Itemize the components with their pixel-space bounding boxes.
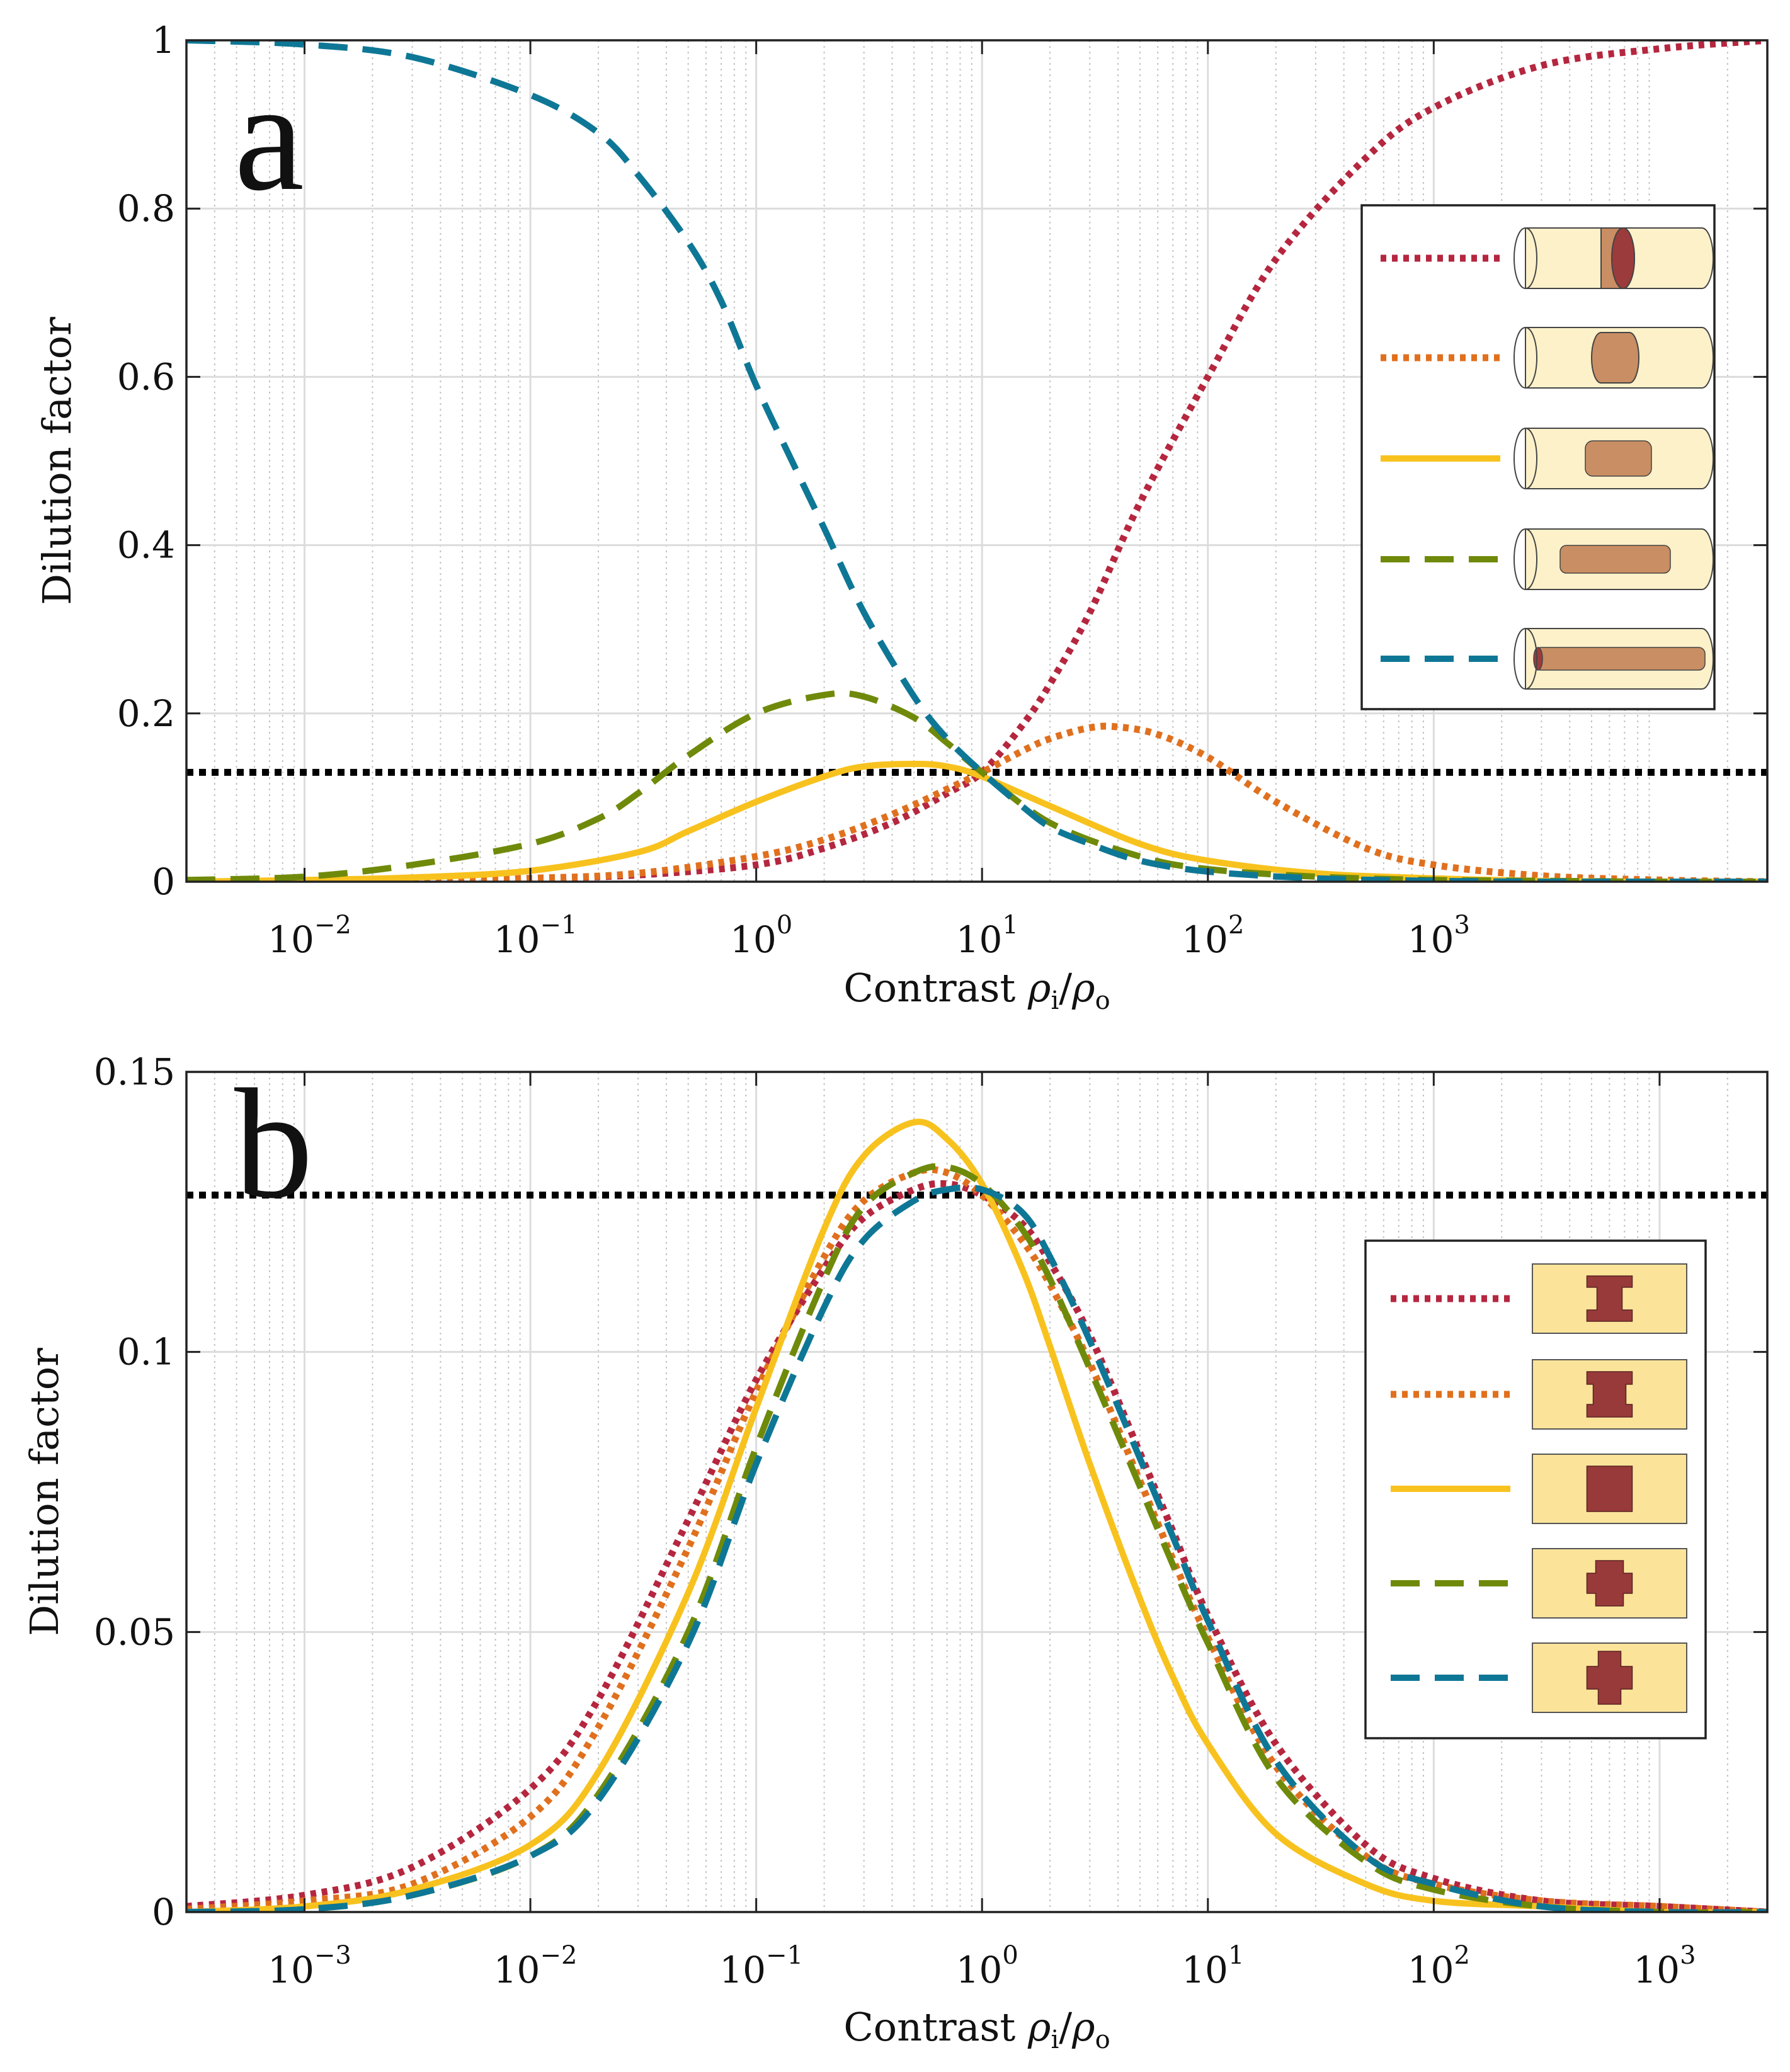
legend-cross-section-icon [1532,1642,1687,1713]
x-axis-label-a: Contrast ρi/ρo [843,965,1110,1015]
y-tick-label: 0.8 [117,187,175,230]
legend-cylinder-icon [1514,227,1714,289]
x-axis-label-b: Contrast ρi/ρo [843,2004,1110,2054]
x-tick-label: 101 [956,911,1018,961]
legend-b [1364,1239,1707,1739]
y-tick-label: 0.6 [117,355,175,398]
y-tick-label: 0 [152,1891,175,1933]
y-axis-label-a: Dilution factor [34,317,80,605]
panel-label-b: b [234,1057,313,1231]
plot-area-b [186,1119,1767,1912]
x-tick-label: 10−1 [494,911,578,961]
axes-box-a [185,39,1769,883]
series-line-teal [186,40,1767,882]
series-line-teal [186,1184,1767,1912]
x-tick-label: 100 [956,1941,1018,1991]
x-tick-label: 10−1 [719,1941,803,1991]
ticks-b: 10−3 10−2 10−1 100 101 102 103 0 0.05 0.1 0.15 [94,1050,1767,1991]
y-tick-label: 0.05 [94,1610,175,1653]
x-tick-label: 101 [1182,1941,1244,1991]
legend-cylinder-icon [1514,528,1714,590]
y-tick-label: 0.15 [94,1050,175,1093]
legend-cylinder-icon [1514,428,1714,489]
chart-panel-a: 10−2 10−1 100 101 102 103 0 0.2 0.4 0.6 0.8 1 Contr… [34,19,1769,1015]
series-line-crimson [186,40,1767,882]
y-tick-label: 1 [152,19,175,62]
legend-cylinder-icon [1514,628,1714,690]
x-tick-label: 10−3 [268,1941,351,1991]
x-tick-label: 10−2 [494,1941,578,1991]
legend-a [1360,204,1716,710]
x-tick-label: 10−2 [268,911,351,961]
series-line-olive [186,690,1767,882]
y-tick-label: 0.1 [117,1331,175,1374]
y-tick-label: 0.4 [117,524,175,567]
chart-panel-b: 10−3 10−2 10−1 100 101 102 103 0 0.05 0.1 0.15 Con… [21,1050,1769,2054]
y-tick-label: 0 [152,860,175,903]
x-tick-label: 103 [1633,1941,1696,1991]
axes-box-b [185,1071,1769,1913]
ticks-a: 10−2 10−1 100 101 102 103 0 0.2 0.4 0.6 0.8 1 [117,19,1767,961]
legend-cross-section-icon [1532,1263,1687,1334]
legend-cross-section-icon [1532,1454,1687,1524]
x-tick-label: 102 [1182,911,1244,961]
x-tick-label: 100 [730,911,792,961]
y-axis-label-b: Dilution factor [21,1348,67,1636]
legend-cross-section-icon [1532,1548,1687,1619]
x-tick-label: 102 [1408,1941,1470,1991]
panel-label-a: a [234,49,304,224]
legend-cylinder-icon [1514,327,1714,389]
series-line-yellow [186,1119,1767,1912]
legend-cross-section-icon [1532,1359,1687,1430]
x-tick-label: 103 [1408,911,1470,961]
y-tick-label: 0.2 [117,692,175,735]
